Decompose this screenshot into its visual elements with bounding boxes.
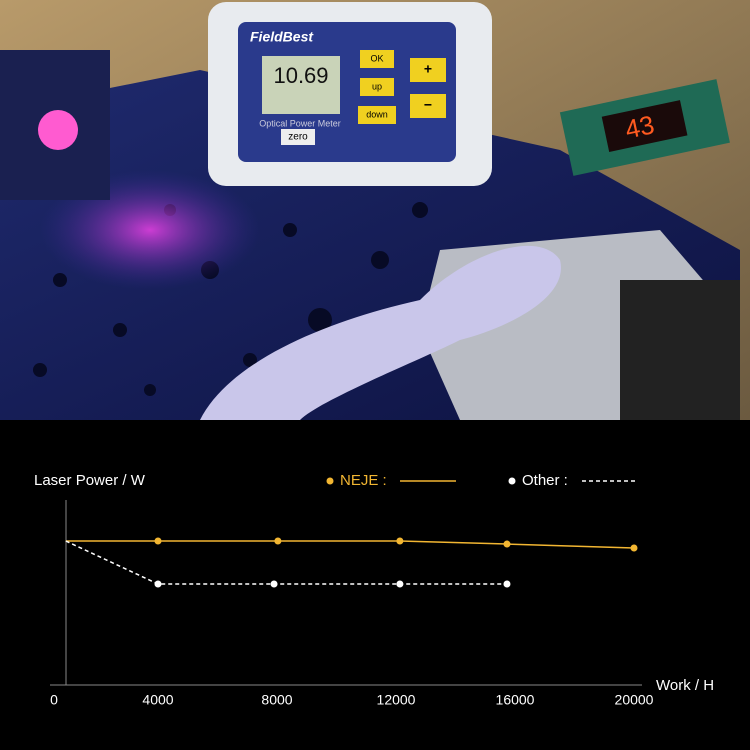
plate-holes xyxy=(33,185,428,396)
meter-brand: FieldBest xyxy=(250,29,314,45)
x-tick-label: 20000 xyxy=(615,692,654,708)
photo: FieldBest 10.69 Optical Power Meter zero… xyxy=(0,0,750,420)
x-tick-label: 12000 xyxy=(377,692,416,708)
legend-marker xyxy=(326,477,334,485)
meter-reading: 10.69 xyxy=(273,63,328,88)
legend-label: NEJE : xyxy=(340,472,387,489)
ok-button xyxy=(360,50,394,68)
series-line xyxy=(65,540,635,549)
x-tick-label: 16000 xyxy=(496,692,535,708)
legend-label: Other : xyxy=(522,472,568,489)
fan xyxy=(620,280,740,420)
x-tick-label: 4000 xyxy=(142,692,173,708)
data-point xyxy=(503,580,511,588)
counter-value: 43 xyxy=(622,109,657,144)
laser-spot xyxy=(38,110,78,150)
meter-label: Optical Power Meter xyxy=(259,118,341,128)
legend-marker xyxy=(508,477,516,485)
data-point xyxy=(396,537,404,545)
data-point xyxy=(274,537,282,545)
data-point xyxy=(630,544,638,552)
data-point xyxy=(270,580,278,588)
minus-button xyxy=(410,94,446,118)
button-label: zero xyxy=(288,132,308,143)
button-label: down xyxy=(366,109,388,119)
button-label: OK xyxy=(370,53,383,63)
button-label: + xyxy=(424,61,432,77)
meter-screen xyxy=(262,56,340,114)
chart: Laser Power / W Work / H 0 4000 8000 12000 1… xyxy=(34,472,714,708)
data-point xyxy=(154,537,162,545)
button-label: up xyxy=(372,81,382,91)
x-tick-label: 0 xyxy=(50,692,58,708)
counter-display xyxy=(601,100,688,152)
button-label: − xyxy=(424,97,432,113)
data-point xyxy=(154,580,162,588)
hand xyxy=(200,245,561,420)
y-axis-label: Laser Power / W xyxy=(34,472,146,489)
plus-button xyxy=(410,58,446,82)
zero-button xyxy=(281,129,315,145)
data-point xyxy=(396,580,404,588)
x-axis-label: Work / H xyxy=(656,677,714,694)
chart-background xyxy=(0,420,750,750)
x-tick-label: 8000 xyxy=(261,692,292,708)
up-button xyxy=(360,78,394,96)
data-point xyxy=(503,540,511,548)
down-button xyxy=(358,106,396,124)
